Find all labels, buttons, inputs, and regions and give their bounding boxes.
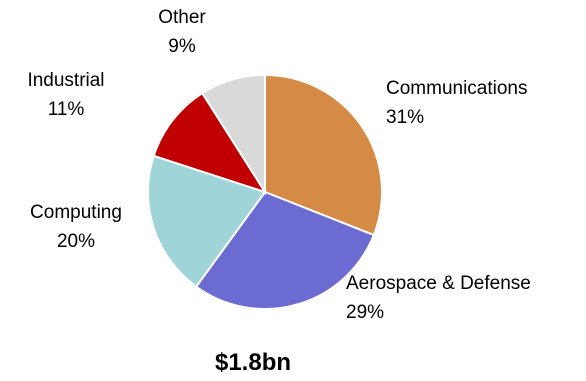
label-computing-value: 20% xyxy=(57,231,95,252)
total-label: $1.8bn xyxy=(215,349,291,376)
label-computing: Computing 20% xyxy=(30,202,122,252)
label-aerospace-defense-value: 29% xyxy=(346,302,384,323)
label-aerospace-defense-name: Aerospace & Defense xyxy=(346,273,531,294)
label-computing-name: Computing xyxy=(30,202,122,223)
slice-computing xyxy=(147,154,267,289)
label-other-name: Other xyxy=(158,7,206,28)
label-industrial-name: Industrial xyxy=(27,70,104,91)
slice-other xyxy=(200,73,266,196)
label-other: Other 9% xyxy=(158,7,206,57)
pie-slices xyxy=(147,73,383,310)
label-communications-name: Communications xyxy=(386,78,528,99)
label-industrial: Industrial 11% xyxy=(27,70,104,120)
slice-aerospace-defense xyxy=(194,190,376,310)
label-communications-value: 31% xyxy=(386,107,424,128)
label-industrial-value: 11% xyxy=(48,99,85,120)
label-aerospace-defense: Aerospace & Defense 29% xyxy=(346,273,531,323)
label-other-value: 9% xyxy=(168,36,196,57)
slice-industrial xyxy=(152,91,268,194)
slice-communications xyxy=(264,73,383,237)
label-communications: Communications 31% xyxy=(386,78,528,128)
